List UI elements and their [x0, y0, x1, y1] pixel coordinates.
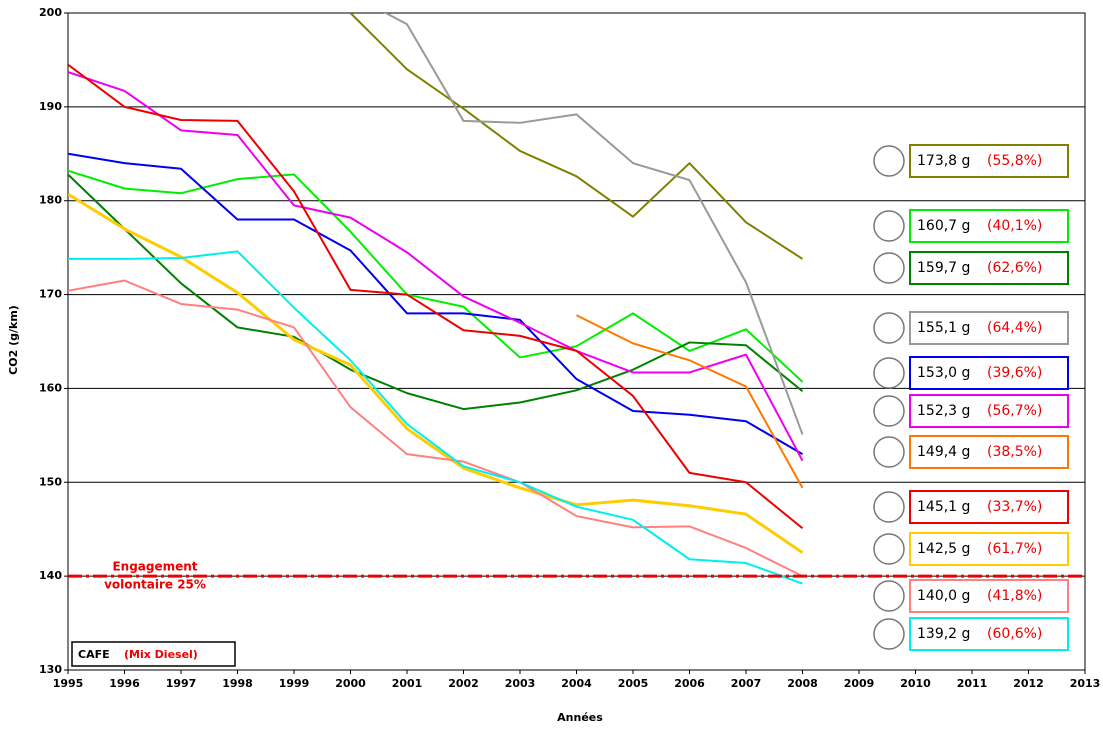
x-tick-label: 1999 — [279, 677, 310, 690]
legend-share: (41,8%) — [987, 588, 1042, 604]
legend-value: 159,7 g — [917, 260, 970, 276]
legend-box — [909, 532, 1069, 566]
y-axis-label: CO2 (g/km) — [7, 305, 20, 375]
brand-logo — [873, 252, 905, 284]
x-tick-label: 2005 — [618, 677, 649, 690]
series-line — [383, 13, 804, 435]
x-tick-label: 2004 — [561, 677, 592, 690]
y-tick-label: 190 — [39, 100, 62, 113]
legend-box — [909, 435, 1069, 469]
legend-value: 155,1 g — [917, 320, 970, 336]
series-line — [68, 63, 804, 530]
note-detail: (Mix Diesel) — [124, 648, 198, 661]
x-tick-label: 1995 — [53, 677, 84, 690]
legend-box — [909, 311, 1069, 345]
legend-box — [909, 579, 1069, 613]
legend-value: 142,5 g — [917, 541, 970, 557]
x-tick-label: 2013 — [1070, 677, 1101, 690]
legend-box — [909, 356, 1069, 390]
brand-logo — [873, 491, 905, 523]
x-tick-label: 2009 — [844, 677, 875, 690]
x-tick-label: 2008 — [787, 677, 818, 690]
legend-box — [909, 144, 1069, 178]
legend-value: 140,0 g — [917, 588, 970, 604]
x-tick-label: 1996 — [109, 677, 140, 690]
brand-logo — [873, 436, 905, 468]
brand-logo — [873, 145, 905, 177]
legend-box — [909, 251, 1069, 285]
x-tick-label: 1997 — [166, 677, 197, 690]
legend-value: 152,3 g — [917, 403, 970, 419]
legend-value: 145,1 g — [917, 499, 970, 515]
brand-logo — [873, 357, 905, 389]
x-tick-label: 2000 — [335, 677, 366, 690]
series-line — [68, 279, 803, 578]
legend-share: (60,6%) — [987, 626, 1042, 642]
series-line — [576, 314, 804, 489]
x-tick-label: 2001 — [392, 677, 423, 690]
x-tick-label: 2011 — [957, 677, 988, 690]
target-label: Engagement — [112, 560, 197, 574]
note-box — [71, 641, 236, 667]
series-line — [349, 13, 804, 260]
brand-logo — [873, 312, 905, 344]
legend-share: (61,7%) — [987, 541, 1042, 557]
legend-value: 139,2 g — [917, 626, 970, 642]
y-tick-label: 180 — [39, 194, 62, 207]
legend-share: (62,6%) — [987, 260, 1042, 276]
series-line — [68, 173, 804, 411]
x-tick-label: 2006 — [674, 677, 705, 690]
legend-box — [909, 209, 1069, 243]
series-line — [68, 192, 804, 554]
x-tick-label: 2003 — [505, 677, 536, 690]
series-line — [68, 71, 804, 462]
x-tick-label: 2010 — [900, 677, 931, 690]
brand-logo — [873, 580, 905, 612]
legend-value: 153,0 g — [917, 365, 970, 381]
target-label: volontaire 25% — [104, 578, 206, 592]
x-tick-label: 2007 — [731, 677, 762, 690]
legend-box — [909, 617, 1069, 651]
legend-value: 149,4 g — [917, 444, 970, 460]
legend-box — [909, 490, 1069, 524]
legend-box — [909, 394, 1069, 428]
legend-value: 160,7 g — [917, 218, 970, 234]
y-tick-label: 130 — [39, 663, 62, 676]
legend-share: (55,8%) — [987, 153, 1042, 169]
lines — [68, 13, 804, 585]
x-axis-label: Années — [557, 711, 603, 724]
x-tick-label: 1998 — [222, 677, 253, 690]
y-tick-label: 160 — [39, 381, 62, 394]
brand-logo — [873, 395, 905, 427]
legend-share: (39,6%) — [987, 365, 1042, 381]
brand-logo — [873, 618, 905, 650]
brand-logo — [873, 210, 905, 242]
y-tick-label: 170 — [39, 288, 62, 301]
x-tick-label: 2012 — [1013, 677, 1044, 690]
y-tick-label: 140 — [39, 569, 62, 582]
legend-share: (64,4%) — [987, 320, 1042, 336]
legend-share: (33,7%) — [987, 499, 1042, 515]
series-line — [68, 169, 804, 383]
legend-share: (38,5%) — [987, 444, 1042, 460]
x-tick-label: 2002 — [448, 677, 479, 690]
legend-share: (40,1%) — [987, 218, 1042, 234]
y-tick-label: 200 — [39, 6, 62, 19]
series-line — [68, 250, 803, 585]
note-text: CAFE — [78, 648, 110, 661]
legend-value: 173,8 g — [917, 153, 970, 169]
brand-logo — [873, 533, 905, 565]
y-tick-label: 150 — [39, 475, 62, 488]
legend-share: (56,7%) — [987, 403, 1042, 419]
